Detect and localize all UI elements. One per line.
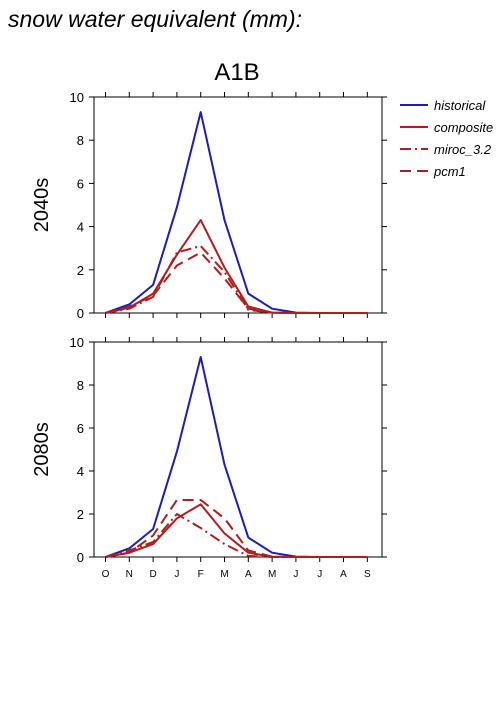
y-tick-label: 0 xyxy=(77,550,84,565)
legend-entry: miroc_3.2 xyxy=(400,142,492,157)
x-tick-label: J xyxy=(174,569,179,580)
legend: historical composite miroc_3.2 pcm1 xyxy=(400,98,493,179)
legend-entry: pcm1 xyxy=(400,164,466,179)
y-tick-label: 6 xyxy=(77,421,84,436)
legend-entry: composite xyxy=(400,120,493,135)
x-tick-label: M xyxy=(268,569,276,580)
series-line-historical xyxy=(105,356,368,558)
legend-label: miroc_3.2 xyxy=(434,142,492,157)
panel-2080s: 0 2 4 6 8 10 O N D J F M A M J J A S 2080s xyxy=(31,335,387,580)
scenario-title: A1B xyxy=(214,59,259,86)
x-tick-label: M xyxy=(220,569,228,580)
series-line-historical xyxy=(105,111,368,314)
series-line-miroc-3-2 xyxy=(105,513,368,558)
panels: 0 2 4 6 8 10 2040s 0 2 4 6 8 10 O N D J F M A M J J A S 2080s xyxy=(31,90,387,580)
y-tick-label: 8 xyxy=(77,133,84,148)
legend-entry: historical xyxy=(400,98,486,113)
series-line-pcm1 xyxy=(105,499,368,558)
x-tick-label: S xyxy=(364,569,371,580)
x-tick-label: D xyxy=(149,569,156,580)
plot-frame xyxy=(93,341,383,558)
x-tick-label: A xyxy=(340,569,347,580)
y-tick-label: 6 xyxy=(77,176,84,191)
figure-title: snow water equivalent (mm): xyxy=(8,6,302,32)
panel-label-2040s: 2040s xyxy=(31,178,53,233)
y-tick-label: 8 xyxy=(77,378,84,393)
series-line-pcm1 xyxy=(105,251,368,314)
plot-frame xyxy=(93,96,383,314)
x-tick-label: F xyxy=(198,569,204,580)
legend-label: pcm1 xyxy=(433,164,466,179)
x-tick-label: O xyxy=(102,569,110,580)
y-tick-label: 2 xyxy=(77,263,84,278)
legend-label: historical xyxy=(434,98,486,113)
y-tick-label: 4 xyxy=(77,220,84,235)
y-tick-label: 0 xyxy=(77,306,84,321)
panel-2040s: 0 2 4 6 8 10 2040s xyxy=(31,90,387,321)
x-tick-label: J xyxy=(317,569,322,580)
legend-label: composite xyxy=(434,120,493,135)
y-tick-label: 2 xyxy=(77,507,84,522)
x-tick-label: N xyxy=(126,569,133,580)
x-tick-label: J xyxy=(293,569,298,580)
series-line-composite xyxy=(105,503,368,558)
x-tick-label: A xyxy=(245,569,252,580)
y-tick-label: 10 xyxy=(70,335,84,350)
panel-label-2080s: 2080s xyxy=(31,422,53,477)
y-tick-label: 4 xyxy=(77,464,84,479)
y-tick-label: 10 xyxy=(70,90,84,105)
